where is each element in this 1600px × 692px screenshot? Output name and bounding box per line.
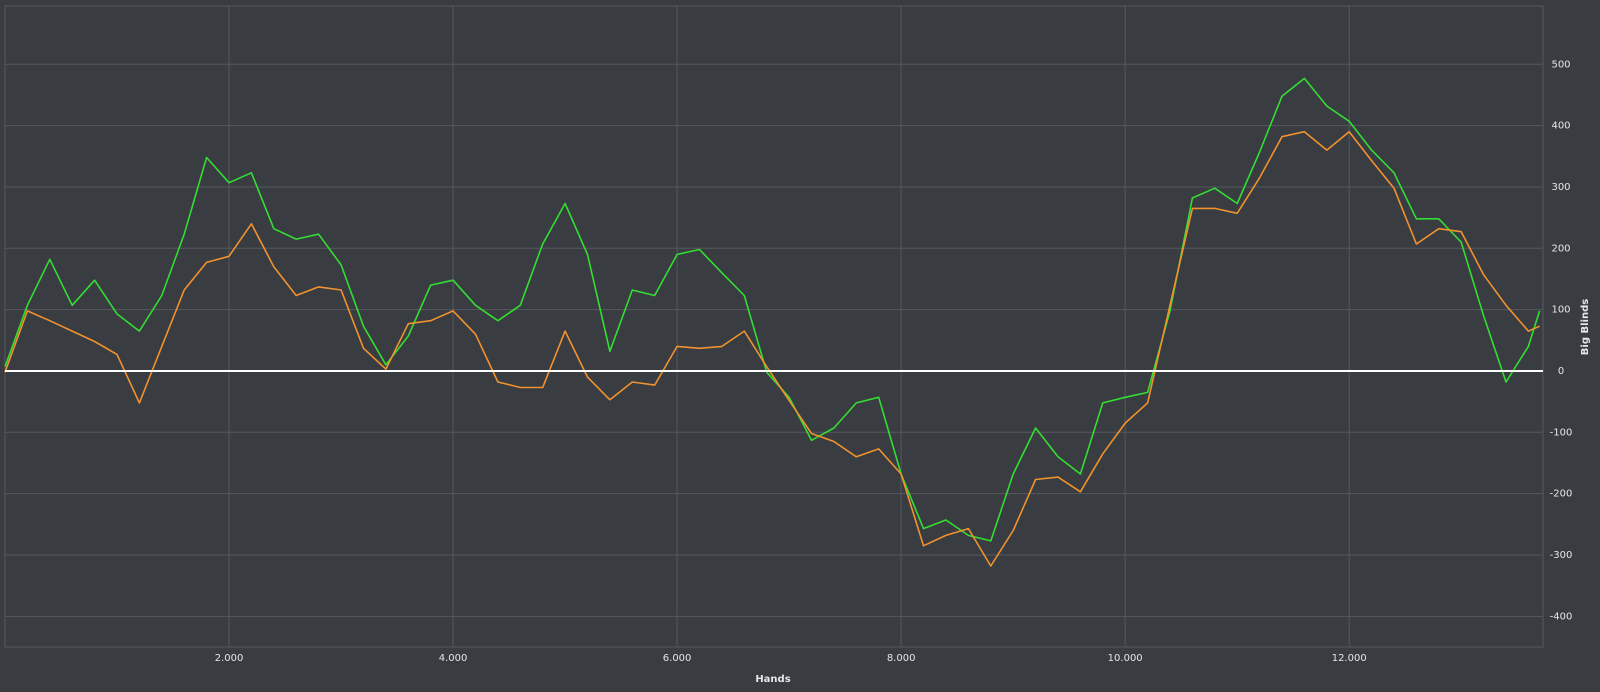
y-tick-label: -300 — [1550, 550, 1573, 561]
x-tick-label: 8.000 — [887, 653, 916, 664]
y-axis-title: Big Blinds — [1580, 299, 1591, 355]
y-tick-label: -400 — [1550, 611, 1573, 622]
y-tick-label: -100 — [1550, 427, 1573, 438]
x-axis-title: Hands — [755, 674, 790, 685]
x-tick-label: 6.000 — [663, 653, 692, 664]
plot-area — [4, 5, 1544, 648]
y-tick-label: 100 — [1551, 305, 1570, 316]
y-tick-label: 0 — [1558, 366, 1564, 377]
y-tick-label: 500 — [1551, 59, 1570, 70]
y-tick-label: 400 — [1551, 121, 1570, 132]
x-tick-label: 4.000 — [439, 653, 468, 664]
x-tick-label: 2.000 — [215, 653, 244, 664]
y-tick-label: 300 — [1551, 182, 1570, 193]
x-tick-label: 12.000 — [1332, 653, 1367, 664]
y-tick-label: 200 — [1551, 243, 1570, 254]
series-line — [4, 130, 1540, 567]
x-tick-label: 10.000 — [1108, 653, 1143, 664]
y-tick-label: -200 — [1550, 489, 1573, 500]
